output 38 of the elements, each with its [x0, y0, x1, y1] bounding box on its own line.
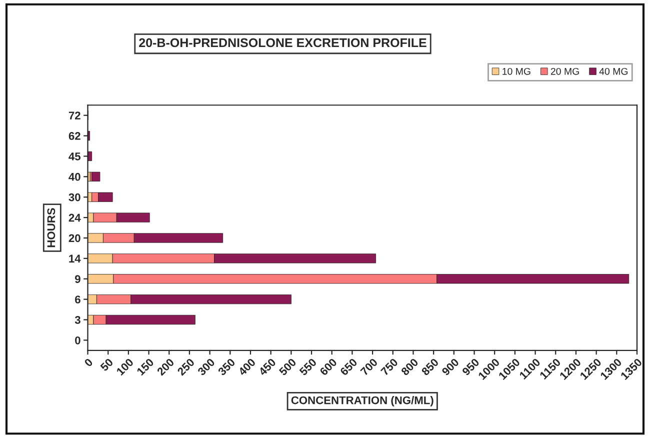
x-tick-label: 800 [400, 358, 419, 376]
x-tick-label: 250 [176, 358, 195, 376]
x-tick-label: 900 [441, 358, 460, 376]
y-axis-title: HOURS [47, 208, 56, 248]
y-tick-label: 72 [68, 112, 80, 120]
x-tick-label: 300 [197, 358, 216, 376]
x-tick-label: 100 [116, 358, 134, 376]
y-tick-label: 40 [68, 172, 80, 181]
y-tick-label: 9 [75, 275, 80, 283]
legend-label: 20 MG [550, 68, 579, 75]
x-tick-label: 450 [258, 358, 276, 376]
legend-label: 40 MG [599, 68, 628, 75]
x-tick-label: 850 [420, 358, 440, 376]
x-tick-label: 350 [217, 358, 236, 376]
x-tick-label: 150 [136, 358, 154, 376]
y-tick-label: 30 [68, 193, 80, 202]
y-tick-label: 62 [68, 132, 80, 140]
y-tick-label: 0 [75, 336, 80, 344]
x-tick-label: 0 [84, 358, 94, 368]
y-tick-label: 3 [74, 316, 80, 324]
x-tick-label: 50 [100, 358, 114, 372]
x-tick-label: 750 [380, 358, 398, 376]
x-tick-label: 700 [360, 358, 378, 376]
y-tick-label: 20 [68, 234, 80, 242]
x-tick-label: 950 [462, 358, 480, 376]
x-tick-label: 500 [278, 358, 297, 376]
x-axis-title: CONCENTRATION (NG/ML) [291, 396, 434, 406]
y-tick-label: 24 [68, 214, 81, 222]
y-tick-label: 6 [75, 296, 80, 304]
y-tick-label: 45 [68, 152, 80, 160]
y-tick-label: 14 [69, 254, 81, 262]
x-tick-label: 400 [238, 358, 256, 376]
x-tick-label: 600 [319, 358, 338, 376]
legend-label: 10 MG [502, 68, 530, 75]
x-tick-label: 550 [298, 358, 317, 376]
x-tick-label: 200 [156, 358, 175, 376]
x-tick-label: 650 [340, 358, 358, 376]
chart-title: 20-B-OH-PREDNISOLONE EXCRETION PROFILE [139, 38, 426, 48]
